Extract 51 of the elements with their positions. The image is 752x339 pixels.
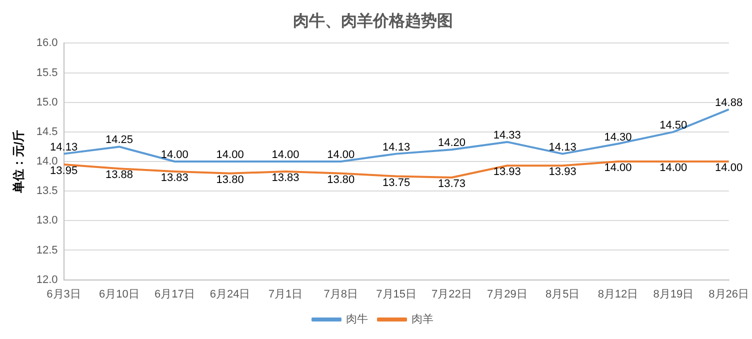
data-label: 13.83 <box>160 172 188 184</box>
chart-title: 肉牛、肉羊价格趋势图 <box>293 12 453 30</box>
y-tick-label: 13.5 <box>36 185 58 198</box>
y-axis-title: 单位：元/斤 <box>12 130 26 194</box>
data-label: 14.13 <box>50 141 78 154</box>
data-label: 13.75 <box>382 176 410 189</box>
y-tick-label: 13.0 <box>36 214 58 227</box>
data-label: 14.00 <box>660 162 688 174</box>
x-tick-label: 7月15日 <box>376 288 416 300</box>
data-label: 13.73 <box>438 178 466 190</box>
data-label: 14.00 <box>715 162 743 174</box>
data-label: 13.93 <box>493 166 521 178</box>
data-label: 13.80 <box>216 174 244 186</box>
data-label: 14.00 <box>327 149 355 162</box>
data-label: 13.95 <box>50 164 78 177</box>
x-tick-label: 6月3日 <box>46 288 81 300</box>
x-tick-label: 8月19日 <box>653 288 694 300</box>
data-label: 14.50 <box>660 119 688 132</box>
x-tick-label: 8月5日 <box>545 288 580 300</box>
x-tick-label: 6月17日 <box>154 288 195 300</box>
data-label: 13.80 <box>327 174 355 186</box>
x-tick-label: 6月10日 <box>99 288 140 300</box>
data-label: 14.13 <box>548 141 576 154</box>
data-label: 14.00 <box>160 149 188 162</box>
data-label: 14.00 <box>272 149 300 162</box>
data-label: 14.13 <box>382 141 410 154</box>
y-tick-label: 12.0 <box>36 274 58 286</box>
y-tick-label: 12.5 <box>36 244 58 256</box>
y-tick-label: 14.5 <box>36 126 58 138</box>
x-tick-label: 7月1日 <box>268 288 303 300</box>
data-label: 13.93 <box>548 166 576 178</box>
data-label: 14.25 <box>105 134 133 146</box>
legend-label: 肉羊 <box>412 314 434 326</box>
data-label: 14.00 <box>216 149 244 162</box>
data-label: 14.88 <box>715 96 743 109</box>
y-tick-label: 15.0 <box>36 96 58 108</box>
legend-label: 肉牛 <box>346 312 368 326</box>
data-label: 13.88 <box>105 169 133 182</box>
y-tick-label: 16.0 <box>36 37 58 50</box>
x-tick-label: 7月29日 <box>486 288 528 300</box>
data-label: 14.33 <box>493 130 521 142</box>
x-tick-label: 8月12日 <box>598 288 638 300</box>
data-label: 14.00 <box>604 162 632 174</box>
data-label: 13.83 <box>272 172 300 184</box>
y-tick-label: 15.5 <box>36 66 58 79</box>
x-tick-label: 6月24日 <box>210 288 250 300</box>
x-tick-label: 8月26日 <box>708 288 750 300</box>
data-label: 14.20 <box>438 137 466 150</box>
x-tick-label: 7月22日 <box>432 288 472 300</box>
x-tick-label: 7月8日 <box>324 288 358 300</box>
data-label: 14.30 <box>604 131 632 144</box>
